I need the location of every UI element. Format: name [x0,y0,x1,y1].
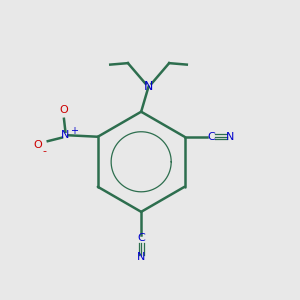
Text: N: N [137,253,146,262]
Text: O: O [34,140,42,150]
Text: N: N [226,132,234,142]
Text: N: N [61,130,70,140]
Text: C: C [207,132,215,142]
Text: N: N [144,80,153,93]
Text: C: C [137,233,145,243]
Text: -: - [43,146,47,156]
Text: O: O [60,105,68,115]
Text: +: + [70,126,78,136]
